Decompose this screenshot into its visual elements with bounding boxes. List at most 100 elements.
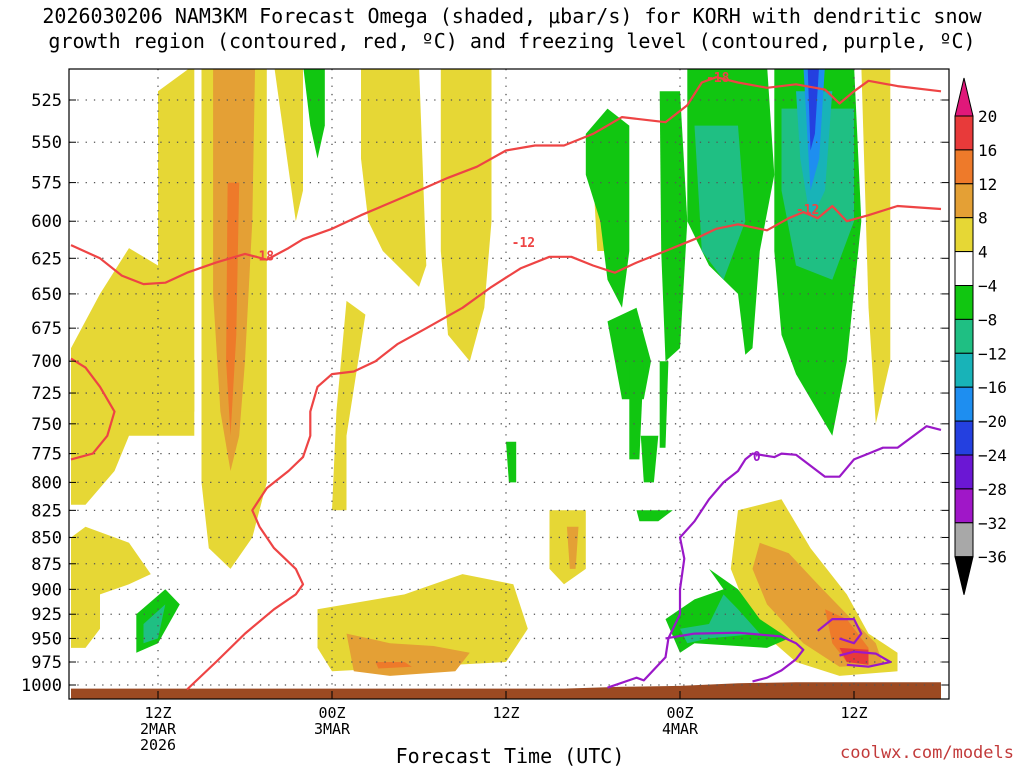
omega-region-36 — [680, 594, 760, 644]
y-tick-label: 900 — [31, 580, 62, 600]
y-tick-label: 975 — [31, 653, 62, 673]
ground-surface — [71, 682, 941, 699]
y-tick-label: 925 — [31, 605, 62, 625]
y-tick-label: 650 — [31, 285, 62, 305]
omega-region-7 — [274, 69, 303, 222]
omega-region-33 — [694, 125, 746, 280]
credit-text: coolwx.com/models — [840, 743, 1014, 763]
colorbar-bin — [954, 420, 974, 456]
omega-region-1 — [71, 526, 151, 648]
colorbar-tick-label: −4 — [978, 277, 997, 296]
colorbar-tick-label: 4 — [978, 243, 988, 262]
colorbar-bin — [954, 522, 974, 558]
y-tick-label: 525 — [31, 91, 62, 111]
chart-title-line-1: 2026030206 NAM3KM Forecast Omega (shaded… — [42, 4, 982, 28]
contour-label: -12 — [512, 236, 535, 251]
colorbar-bin — [954, 488, 974, 524]
x-tick-label: 12Z — [492, 704, 519, 722]
x-tick-label: 00Z — [666, 704, 693, 722]
omega-region-6 — [332, 300, 366, 511]
x-tick-label: 12Z — [840, 704, 867, 722]
chart-title: 2026030206 NAM3KM Forecast Omega (shaded… — [0, 4, 1024, 54]
y-tick-label: 700 — [31, 352, 62, 372]
freezing-level-contour-6 — [839, 650, 892, 668]
omega-region-23 — [143, 604, 166, 644]
omega-region-12 — [375, 662, 412, 669]
colorbar-bin — [954, 386, 974, 422]
x-tick-label: 2026 — [140, 736, 176, 754]
x-tick-label: 2MAR — [140, 720, 177, 738]
contour-label: 0 — [753, 450, 761, 465]
y-tick-label: 600 — [31, 212, 62, 232]
omega-region-25 — [607, 307, 651, 400]
colorbar-tick-label: 20 — [978, 107, 997, 126]
colorbar-tick-label: −28 — [978, 480, 1007, 499]
plot-frame — [68, 68, 950, 700]
colorbar-bin — [954, 352, 974, 388]
freezing-level-contour-3 — [607, 425, 942, 689]
colorbar-bin — [954, 217, 974, 253]
colorbar-tick-label: 16 — [978, 141, 997, 160]
chart-title-line-2: growth region (contoured, red, ºC) and f… — [48, 29, 976, 53]
omega-region-30 — [659, 91, 688, 362]
x-tick-label: 3MAR — [314, 720, 351, 738]
ground-layer — [71, 682, 941, 699]
y-tick-label: 750 — [31, 415, 62, 435]
contour-layer — [70, 76, 942, 691]
colorbar-cap-bottom — [954, 556, 974, 595]
colorbar-tick-label: −36 — [978, 548, 1007, 567]
y-tick-label: 575 — [31, 174, 62, 194]
colorbar-tick-label: −16 — [978, 378, 1007, 397]
omega-region-37 — [636, 510, 673, 522]
colorbar-bin — [954, 318, 974, 354]
omega-region-5 — [226, 182, 240, 436]
contour-label: -18 — [251, 249, 275, 264]
x-tick-label: 4MAR — [662, 720, 699, 738]
y-tick-label: 950 — [31, 629, 62, 649]
x-tick-label: 00Z — [318, 704, 345, 722]
freezing-level-contour-4 — [665, 631, 805, 683]
y-tick-label: 725 — [31, 384, 62, 404]
omega-region-27 — [640, 435, 659, 483]
x-tick-label: 12Z — [144, 704, 171, 722]
y-tick-label: 550 — [31, 133, 62, 153]
omega-region-9 — [440, 69, 492, 362]
omega-shading-layer — [71, 69, 898, 676]
y-tick-label: 675 — [31, 319, 62, 339]
colorbar-tick-label: −24 — [978, 446, 1007, 465]
freezing-level-contour-5 — [817, 617, 863, 645]
contour-label: -18 — [706, 71, 730, 86]
grid-layer — [69, 69, 949, 699]
y-tick-label: 775 — [31, 445, 62, 465]
y-tick-label: 875 — [31, 555, 62, 575]
omega-region-20 — [861, 69, 891, 424]
omega-region-13 — [549, 510, 586, 585]
dgz-contour-1 — [70, 357, 116, 461]
y-tick-label: 800 — [31, 473, 62, 493]
colorbar-tick-label: −20 — [978, 412, 1007, 431]
colorbar-tick-label: 8 — [978, 209, 988, 228]
y-tick-label: 625 — [31, 249, 62, 269]
y-tick-label: 825 — [31, 501, 62, 521]
colorbar-bin — [954, 285, 974, 320]
colorbar: 20 16 12 8 4 −4 −8 −12 −16 −20 −24 −28 −32 −36 — [954, 77, 1007, 595]
contour-label: -12 — [796, 203, 819, 218]
contour-label-layer: -18 -12 -18 -12 0 — [251, 71, 820, 465]
dgz-contour-2 — [186, 204, 942, 691]
colorbar-bin — [954, 183, 974, 219]
colorbar-cap-top — [954, 77, 974, 117]
omega-region-26 — [629, 361, 644, 460]
colorbar-tick-label: −32 — [978, 514, 1007, 533]
colorbar-bin — [954, 454, 974, 490]
y-tick-label: 850 — [31, 528, 62, 548]
colorbar-tick-label: 12 — [978, 175, 997, 194]
omega-region-21 — [303, 69, 325, 159]
dgz-contour-0 — [70, 76, 942, 286]
y-axis: 525 550 575 600 625 650 675 700 725 750 775 800 825 8… — [21, 91, 949, 696]
x-axis-label: Forecast Time (UTC) — [395, 744, 625, 768]
omega-region-29 — [506, 441, 517, 483]
omega-region-40 — [807, 69, 819, 151]
colorbar-tick-label: −12 — [978, 344, 1007, 363]
